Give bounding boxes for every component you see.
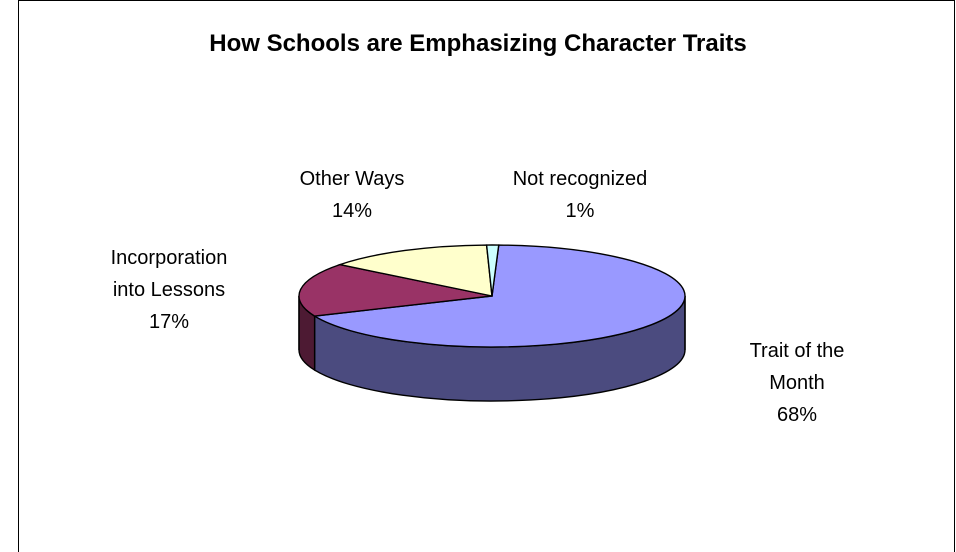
slice-label-trait-of-the-month: Month	[769, 372, 825, 394]
pie-sides	[298, 295, 686, 402]
pie-slice-trait-of-the-month	[312, 244, 686, 348]
slice-percent-not-recognized: 1%	[566, 200, 595, 222]
pie-slice-other-ways	[337, 244, 493, 297]
pie-labels: Trait of the Month 68% Incorporation into Le…	[111, 168, 845, 426]
slice-percent-incorporation-into-lessons: 17%	[149, 311, 189, 333]
slice-label-incorporation-into-lessons: Incorporation	[111, 247, 228, 269]
slice-label-trait-of-the-month: Trait of the	[750, 340, 845, 362]
slice-label-other-ways: Other Ways	[300, 168, 405, 190]
pie-tops	[298, 244, 686, 348]
pie-slice-not-recognized	[485, 244, 500, 297]
slice-percent-other-ways: 14%	[332, 200, 372, 222]
chart-title: How Schools are Emphasizing Character Tr…	[209, 30, 747, 57]
slice-label-incorporation-into-lessons: into Lessons	[113, 279, 225, 301]
pie-slice-incorporation-into-lessons	[298, 263, 493, 317]
slice-percent-trait-of-the-month: 68%	[777, 404, 817, 426]
slice-label-not-recognized: Not recognized	[513, 168, 648, 190]
